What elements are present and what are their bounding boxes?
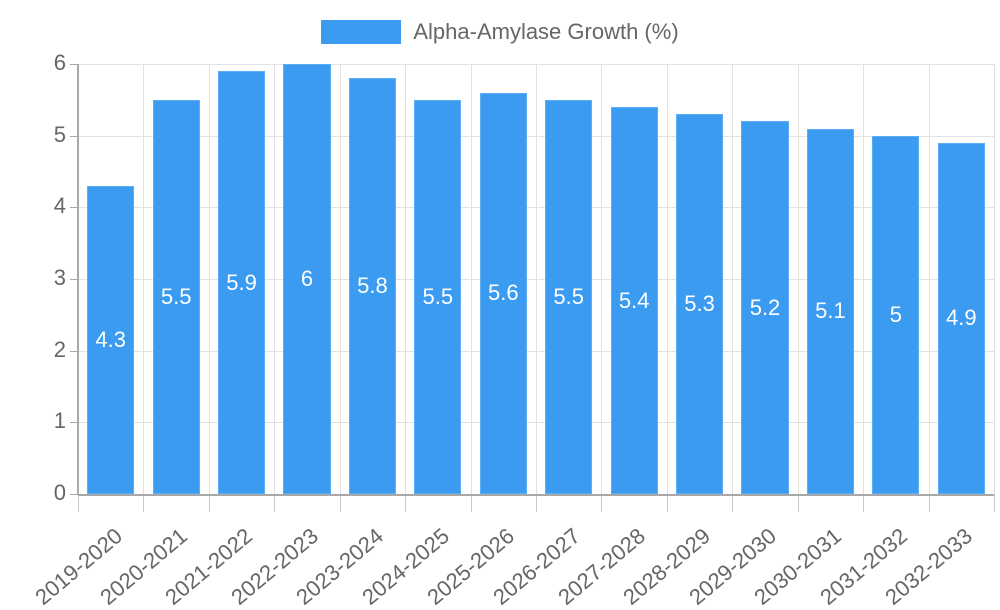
x-tick-mark — [405, 494, 407, 512]
bar-2029-2030[interactable] — [741, 121, 789, 494]
gridline-vertical — [274, 64, 276, 494]
chart-legend: Alpha-Amylase Growth (%) — [0, 17, 1000, 47]
y-axis-tick-label: 6 — [53, 50, 66, 75]
x-tick-mark — [274, 494, 276, 512]
x-tick-mark — [339, 494, 341, 512]
y-axis-tick-label: 4 — [53, 193, 66, 219]
y-axis-tick-label: 1 — [53, 408, 66, 434]
y-tick-mark — [70, 422, 78, 424]
x-tick-mark — [863, 494, 865, 512]
bar-value-label: 5.5 — [553, 283, 584, 309]
y-tick-mark — [70, 350, 78, 352]
y-axis-tick-label: 0 — [53, 480, 66, 505]
bar-2027-2028[interactable] — [610, 107, 658, 494]
bar-2025-2026[interactable] — [479, 92, 527, 494]
gridline-vertical — [143, 64, 145, 494]
legend-swatch[interactable] — [321, 20, 402, 44]
y-axis-tick-label: 3 — [53, 265, 66, 290]
bar-value-label: 6 — [300, 266, 314, 291]
y-tick-mark — [70, 279, 78, 280]
x-tick-mark — [536, 494, 537, 512]
bar-2028-2029[interactable] — [676, 114, 724, 494]
bar-value-label: 5.6 — [487, 280, 519, 306]
bar-value-label: 5.4 — [618, 287, 650, 313]
bar-2021-2022[interactable] — [218, 71, 266, 494]
bar-2024-2025[interactable] — [414, 99, 462, 494]
gridline-vertical — [405, 64, 407, 494]
y-tick-mark — [70, 207, 78, 209]
bar-value-label: 5.1 — [815, 298, 846, 324]
y-tick-mark — [70, 64, 78, 65]
bar-2032-2033[interactable] — [937, 142, 985, 494]
bar-2022-2023[interactable] — [283, 64, 331, 494]
y-axis — [77, 64, 79, 495]
bar-value-label: 5.8 — [357, 273, 388, 299]
gridline-vertical — [601, 64, 603, 494]
x-axis — [78, 494, 994, 496]
bar-value-label: 5.9 — [226, 269, 257, 295]
bar-2023-2024[interactable] — [348, 78, 396, 494]
y-tick-mark — [70, 135, 78, 137]
x-tick-mark — [601, 494, 603, 512]
x-tick-mark — [78, 494, 79, 512]
bar-value-label: 5 — [889, 301, 902, 327]
y-tick-mark — [70, 494, 78, 495]
gridline-vertical — [863, 64, 865, 494]
y-axis-tick-label: 5 — [53, 121, 66, 147]
x-tick-mark — [208, 494, 210, 512]
x-tick-mark — [994, 494, 995, 512]
bar-2026-2027[interactable] — [545, 99, 593, 494]
gridline-vertical — [732, 64, 734, 494]
x-tick-mark — [666, 494, 668, 512]
legend-label: Alpha-Amylase Growth (%) — [413, 19, 679, 44]
x-tick-mark — [797, 494, 799, 512]
bar-value-label: 5.3 — [684, 291, 715, 317]
bar-2031-2032[interactable] — [872, 135, 920, 494]
bar-2020-2021[interactable] — [152, 99, 200, 494]
bar-value-label: 4.3 — [95, 326, 126, 352]
gridline-vertical — [208, 64, 210, 494]
bar-value-label: 5.5 — [422, 283, 454, 309]
bar-value-label: 4.9 — [945, 305, 977, 331]
gridline-vertical — [994, 64, 995, 494]
bar-value-label: 5.2 — [749, 294, 781, 320]
gridline-vertical — [797, 64, 799, 494]
bar-value-label: 5.5 — [160, 283, 192, 309]
gridline-vertical — [666, 64, 668, 494]
x-tick-mark — [143, 494, 145, 512]
bar-2030-2031[interactable] — [806, 128, 854, 494]
gridline-vertical — [470, 64, 472, 494]
bar-2019-2020[interactable] — [87, 185, 135, 494]
y-axis-tick-label: 2 — [53, 336, 66, 362]
gridline-vertical — [339, 64, 341, 494]
gridline-vertical — [536, 64, 537, 494]
x-tick-mark — [470, 494, 472, 512]
x-tick-mark — [732, 494, 734, 512]
x-tick-mark — [928, 494, 930, 512]
gridline-vertical — [928, 64, 930, 494]
